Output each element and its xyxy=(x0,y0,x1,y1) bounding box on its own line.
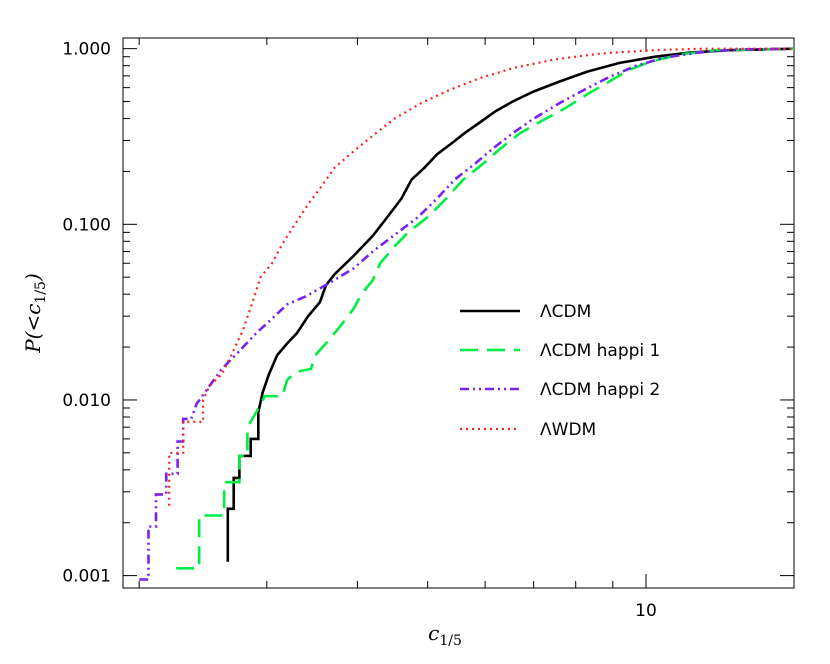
x-axis-title-main: c xyxy=(428,621,439,645)
series-line-3 xyxy=(168,47,794,506)
x-axis-title: c1/5 xyxy=(428,621,462,649)
y-tick-label: 0.001 xyxy=(62,567,111,587)
y-tick-label: 0.100 xyxy=(62,215,111,235)
legend-label-3: ΛWDM xyxy=(540,420,596,440)
series-line-1 xyxy=(176,47,795,570)
y-axis-title-subscript: 1/5 xyxy=(33,281,49,304)
x-axis-title-subscript: 1/5 xyxy=(439,633,462,649)
y-axis-title-close: ) xyxy=(21,273,45,282)
y-axis-title-main: P(<c xyxy=(21,304,45,354)
y-tick-label: 1.000 xyxy=(62,40,111,60)
legend: ΛCDM ΛCDM happi 1 ΛCDM happi 2 ΛWDM xyxy=(460,302,660,440)
x-tick-label: 10 xyxy=(635,601,657,621)
y-axis-title: P(<c1/5) xyxy=(21,273,49,354)
legend-label-0: ΛCDM xyxy=(540,302,591,322)
series-line-2 xyxy=(139,47,795,581)
minor-ticks xyxy=(123,38,794,588)
tick-labels: 0.001 0.010 0.100 1.000 10 xyxy=(62,40,656,621)
y-tick-label: 0.010 xyxy=(62,391,111,411)
series-group xyxy=(139,47,795,581)
legend-label-2: ΛCDM happi 2 xyxy=(540,380,660,400)
legend-label-1: ΛCDM happi 1 xyxy=(540,341,660,361)
plot-frame xyxy=(122,37,795,589)
series-line-0 xyxy=(226,47,795,562)
